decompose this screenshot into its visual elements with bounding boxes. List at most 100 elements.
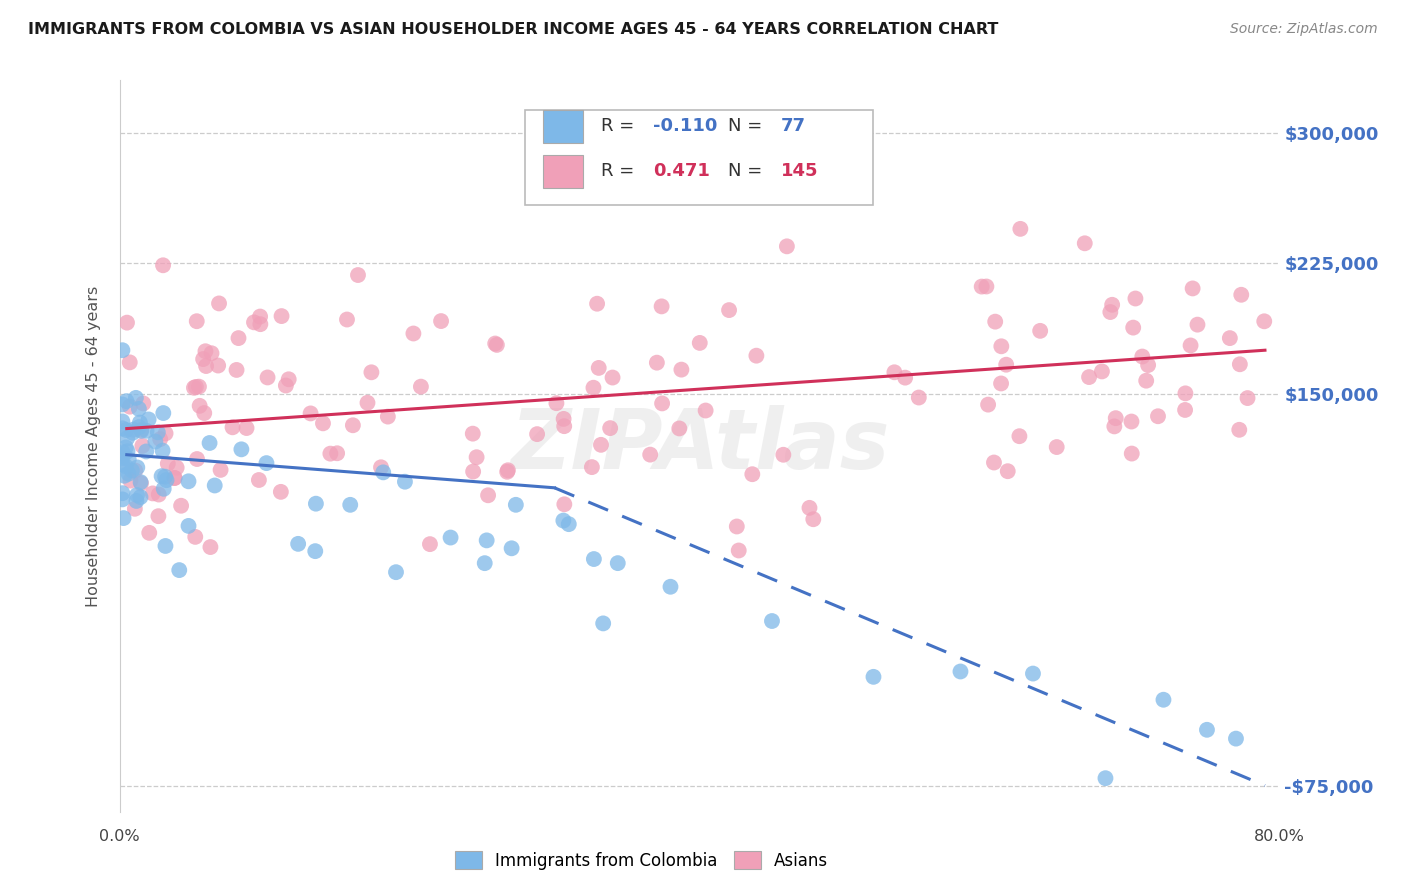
Point [198, 436, 221, 450]
Point [439, 531, 461, 545]
Point [111, 397, 134, 411]
Point [152, 406, 174, 420]
Point [581, 460, 603, 475]
Point [319, 447, 342, 461]
Point [115, 316, 138, 330]
Point [1121, 446, 1143, 460]
Point [496, 463, 519, 477]
Point [1174, 403, 1197, 417]
Point [142, 486, 165, 500]
Point [1130, 350, 1153, 364]
Point [186, 452, 208, 467]
Point [402, 326, 425, 341]
Point [995, 358, 1018, 372]
Point [138, 412, 160, 426]
Point [558, 517, 581, 532]
Point [463, 465, 485, 479]
Legend: Immigrants from Colombia, Asians: Immigrants from Colombia, Asians [449, 845, 835, 877]
Point [186, 314, 208, 328]
Point [546, 396, 568, 410]
Point [1135, 374, 1157, 388]
Point [385, 565, 408, 579]
Point [1180, 338, 1202, 352]
Point [377, 409, 399, 424]
Point [1174, 386, 1197, 401]
Point [772, 448, 794, 462]
Point [111, 414, 134, 428]
Point [195, 359, 218, 373]
Point [1008, 429, 1031, 443]
Point [1104, 419, 1126, 434]
Point [1046, 440, 1069, 454]
Point [461, 426, 484, 441]
Point [135, 424, 157, 438]
Point [645, 356, 668, 370]
Point [373, 466, 395, 480]
Point [143, 434, 166, 449]
Point [124, 501, 146, 516]
Point [1121, 415, 1143, 429]
Point [146, 425, 169, 440]
Point [299, 406, 322, 420]
Point [209, 463, 232, 477]
Point [115, 431, 138, 445]
Text: 0.0%: 0.0% [100, 830, 139, 844]
Text: Source: ZipAtlas.com: Source: ZipAtlas.com [1230, 22, 1378, 37]
Point [191, 352, 214, 367]
Point [111, 492, 134, 507]
Point [132, 396, 155, 410]
Point [152, 258, 174, 272]
Point [129, 475, 152, 490]
Point [1105, 411, 1128, 425]
Text: R =: R = [600, 161, 640, 179]
Point [1078, 370, 1101, 384]
Point [204, 478, 226, 492]
Point [326, 446, 349, 460]
Text: -0.110: -0.110 [652, 117, 717, 135]
Point [360, 365, 382, 379]
Point [177, 475, 200, 489]
Point [121, 425, 143, 440]
Point [221, 420, 243, 434]
Point [111, 421, 134, 435]
Point [207, 359, 229, 373]
Point [862, 670, 884, 684]
Point [1147, 409, 1170, 424]
Point [166, 460, 188, 475]
Point [883, 365, 905, 379]
Point [1091, 364, 1114, 378]
Point [695, 403, 717, 417]
Point [117, 467, 139, 481]
Point [1029, 324, 1052, 338]
Point [602, 370, 624, 384]
Point [118, 400, 141, 414]
Point [112, 511, 135, 525]
Point [228, 331, 250, 345]
FancyBboxPatch shape [543, 110, 583, 143]
Point [761, 614, 783, 628]
Point [592, 616, 614, 631]
Point [553, 514, 575, 528]
Point [188, 379, 211, 393]
Point [138, 525, 160, 540]
Point [125, 494, 148, 508]
Point [990, 339, 1012, 353]
Point [651, 299, 673, 313]
Point [184, 530, 207, 544]
Point [193, 406, 215, 420]
Point [741, 467, 763, 482]
Point [152, 443, 174, 458]
Point [949, 665, 972, 679]
Text: 77: 77 [780, 117, 806, 135]
Point [526, 427, 548, 442]
Point [115, 394, 138, 409]
Y-axis label: Householder Income Ages 45 - 64 years: Householder Income Ages 45 - 64 years [86, 285, 101, 607]
Point [120, 474, 142, 488]
Point [122, 423, 145, 437]
Point [249, 317, 271, 331]
Point [725, 519, 748, 533]
Point [1181, 281, 1204, 295]
Point [976, 279, 998, 293]
Text: N =: N = [728, 117, 769, 135]
Point [208, 296, 231, 310]
